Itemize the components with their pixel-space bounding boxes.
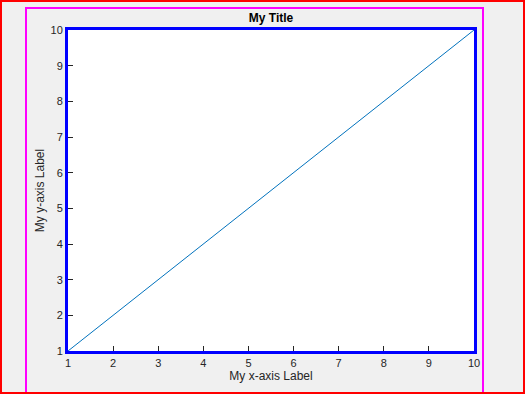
svg-text:7: 7 — [336, 357, 342, 369]
svg-text:4: 4 — [200, 357, 206, 369]
svg-text:9: 9 — [426, 357, 432, 369]
svg-text:3: 3 — [155, 357, 161, 369]
svg-text:6: 6 — [290, 357, 296, 369]
svg-text:8: 8 — [381, 357, 387, 369]
svg-text:5: 5 — [245, 357, 251, 369]
svg-text:10: 10 — [468, 357, 480, 369]
svg-text:My x-axis Label: My x-axis Label — [229, 369, 312, 383]
svg-text:9: 9 — [57, 60, 63, 72]
svg-text:10: 10 — [51, 24, 63, 36]
svg-text:6: 6 — [57, 167, 63, 179]
svg-text:3: 3 — [57, 274, 63, 286]
svg-text:My y-axis Label: My y-axis Label — [33, 149, 47, 232]
svg-text:1: 1 — [65, 357, 71, 369]
svg-text:7: 7 — [57, 131, 63, 143]
svg-text:2: 2 — [110, 357, 116, 369]
svg-text:1: 1 — [57, 345, 63, 357]
svg-text:8: 8 — [57, 95, 63, 107]
svg-text:5: 5 — [57, 202, 63, 214]
svg-text:My Title: My Title — [249, 11, 294, 25]
svg-text:4: 4 — [57, 238, 63, 250]
svg-text:2: 2 — [57, 309, 63, 321]
